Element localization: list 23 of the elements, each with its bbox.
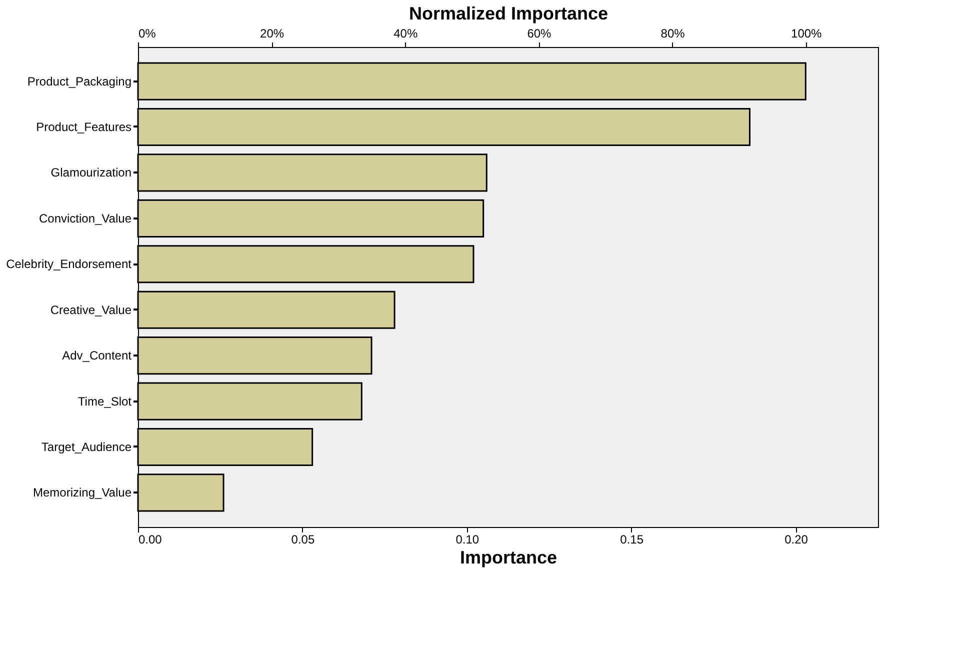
x-tick-label: 0.10 xyxy=(456,532,480,546)
y-tick-label: Adv_Content xyxy=(62,348,132,363)
x2-tick-label: 20% xyxy=(260,26,284,40)
x-axis-title: Importance xyxy=(460,548,558,568)
x2-tick-label: 40% xyxy=(394,26,418,40)
y-tick-label: Creative_Value xyxy=(50,302,132,317)
y-tick-label: Product_Features xyxy=(36,120,132,134)
x2-tick-label: 0% xyxy=(138,26,156,40)
x2-tick-label: 100% xyxy=(791,26,822,40)
x-tick-label: 0.20 xyxy=(784,532,808,546)
y-tick-label: Glamourization xyxy=(50,166,132,180)
y-tick-label: Product_Packaging xyxy=(27,74,132,88)
y-tick-label: Time_Slot xyxy=(78,394,132,408)
y-tick-label: Conviction_Value xyxy=(38,211,132,226)
x2-axis-title: Normalized Importance xyxy=(408,4,608,24)
y-tick-label: Target_Audience xyxy=(41,440,132,454)
y-tick-label: Memorizing_Value xyxy=(33,486,132,500)
x-tick-label: 0.05 xyxy=(291,532,315,546)
x2-tick-label: 60% xyxy=(527,26,552,40)
x2-tick-label: 80% xyxy=(660,26,686,40)
x-tick-label: 0.15 xyxy=(620,532,644,546)
y-tick-label: Celebrity_Endorsement xyxy=(6,257,132,272)
x-tick-label: 0.00 xyxy=(138,532,162,546)
